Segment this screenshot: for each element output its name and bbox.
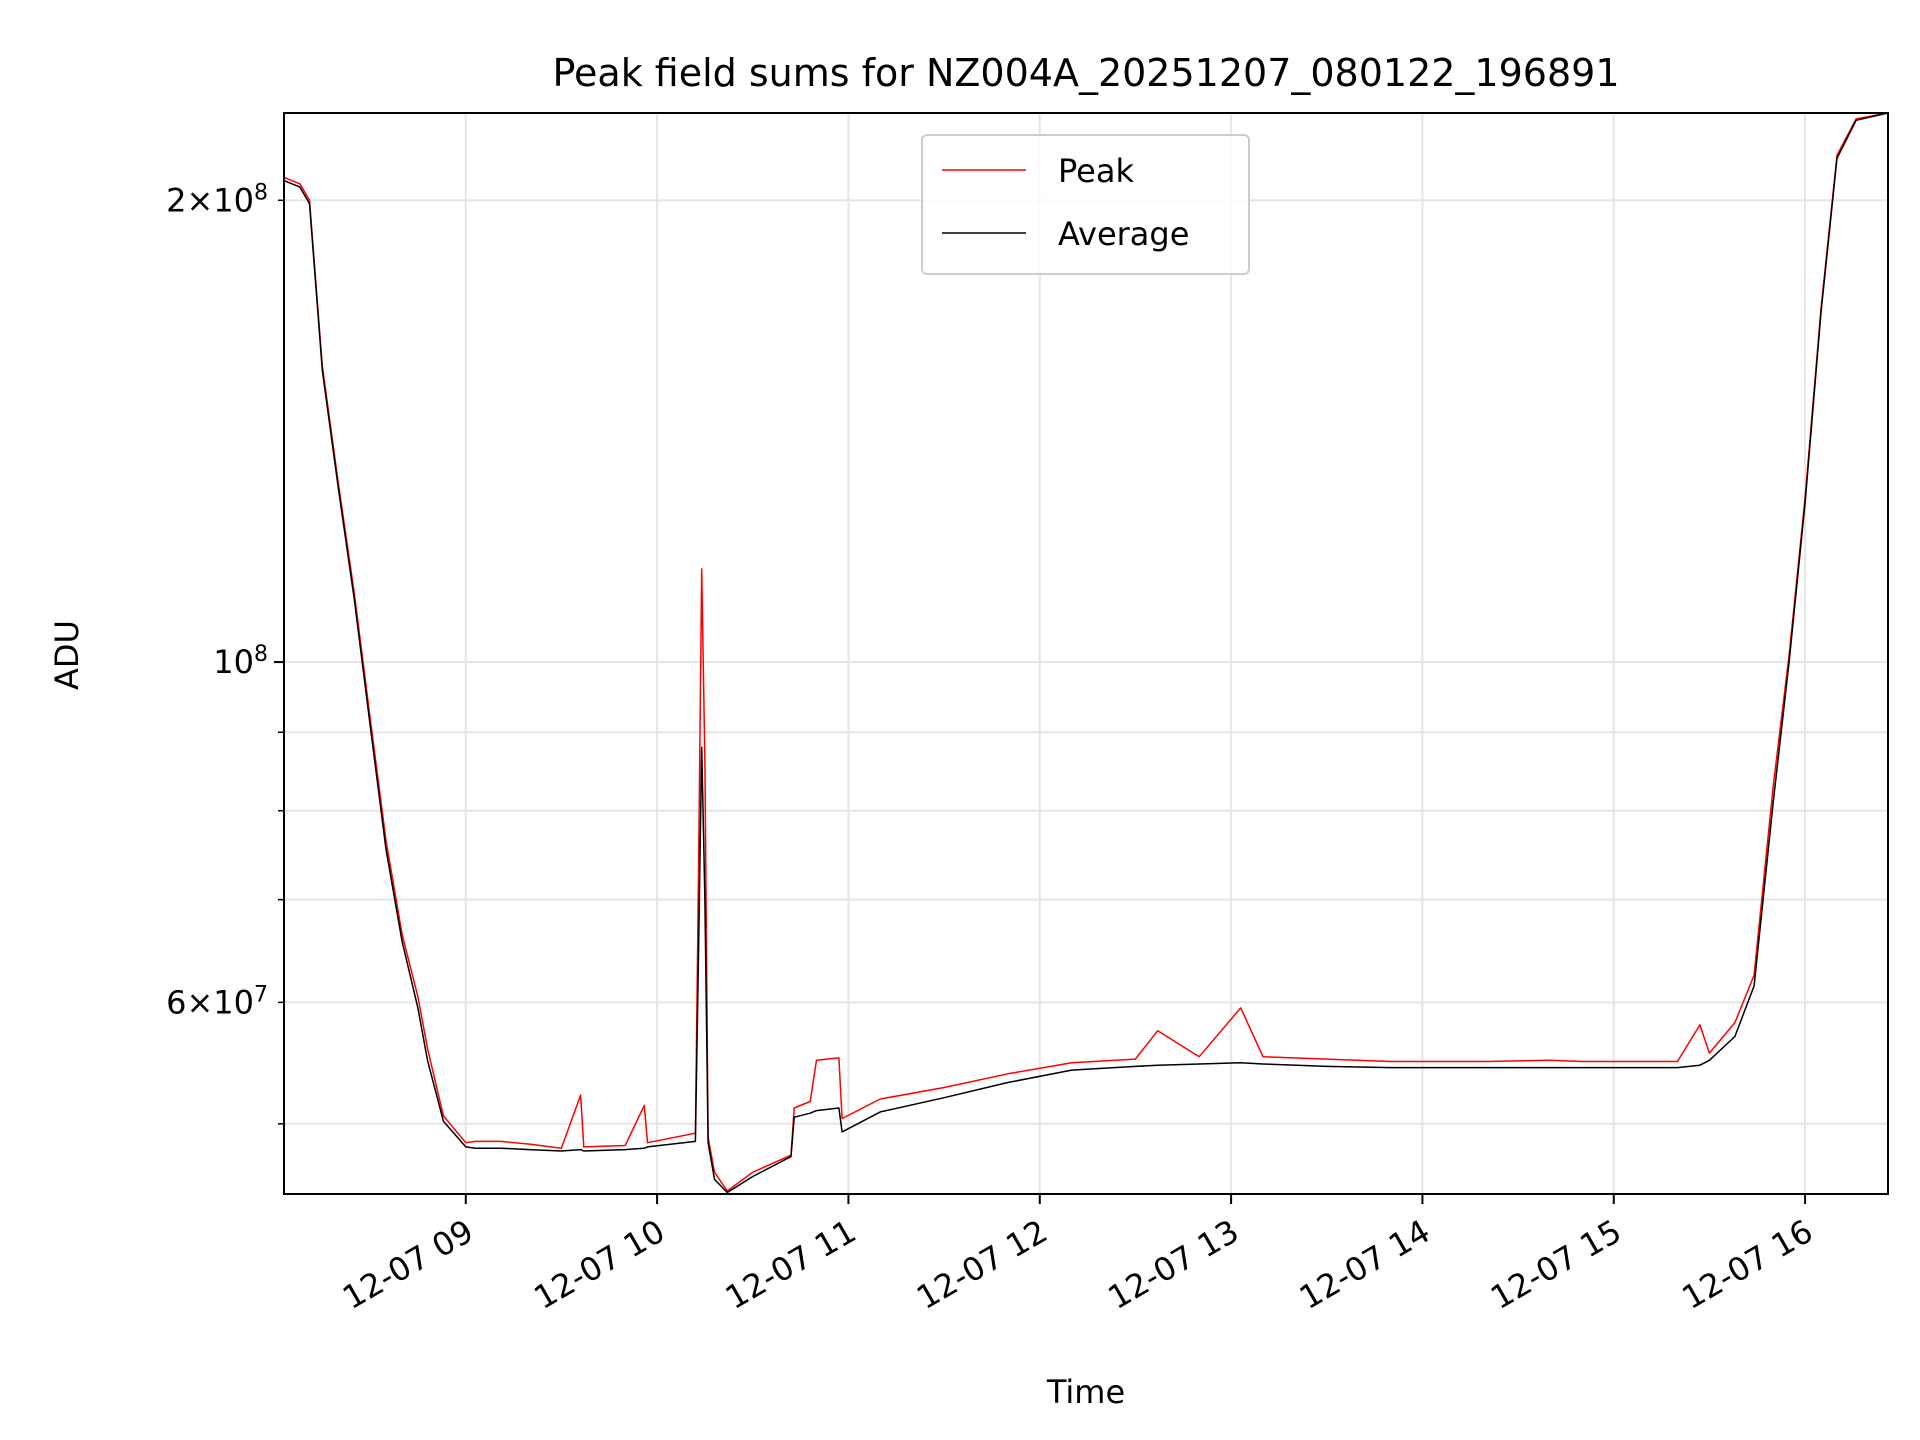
series-layer	[284, 113, 1888, 1194]
y-tick-label: 2×108	[166, 180, 268, 220]
legend: Peak Average	[921, 134, 1250, 275]
y-tick-label: 6×107	[166, 982, 268, 1022]
x-axis-label: Time	[1046, 1373, 1125, 1411]
plot-background	[284, 113, 1888, 1194]
series-line-average	[284, 113, 1888, 1194]
legend-label-average: Average	[1058, 215, 1189, 253]
legend-label-peak: Peak	[1058, 152, 1134, 190]
y-axis-label: ADU	[48, 620, 86, 690]
chart-title: Peak field sums for NZ004A_20251207_0801…	[552, 51, 1619, 95]
plot-frame	[283, 112, 1889, 1195]
